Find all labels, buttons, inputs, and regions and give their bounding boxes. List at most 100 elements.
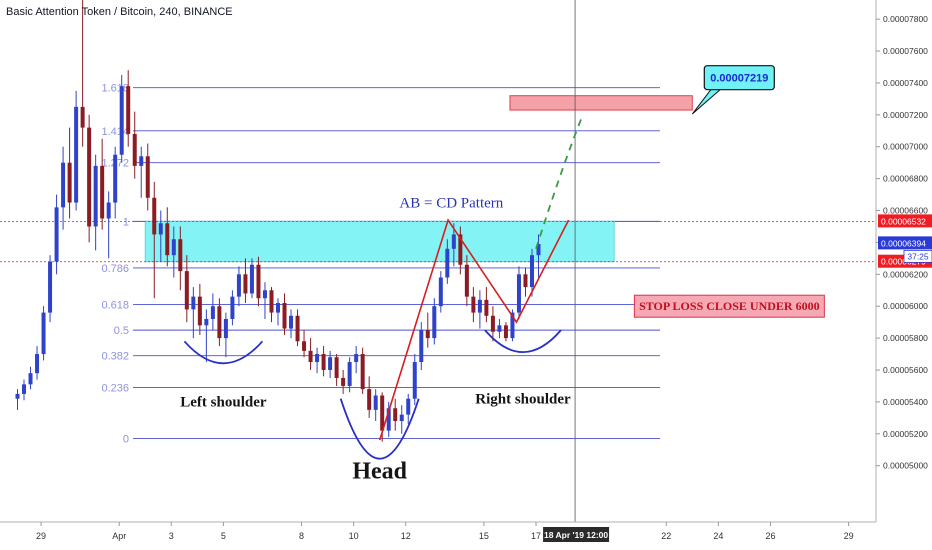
candle[interactable] bbox=[334, 357, 339, 378]
candle[interactable] bbox=[380, 395, 385, 431]
candle[interactable] bbox=[35, 354, 40, 374]
candle[interactable] bbox=[360, 354, 365, 390]
x-tick-label: 15 bbox=[479, 531, 489, 541]
candle[interactable] bbox=[139, 156, 144, 166]
head-arc bbox=[339, 398, 420, 460]
candle[interactable] bbox=[315, 354, 320, 363]
fib-level-label: 1 bbox=[123, 216, 129, 228]
candle[interactable] bbox=[236, 274, 241, 297]
candle[interactable] bbox=[87, 127, 92, 227]
candle[interactable] bbox=[217, 306, 222, 339]
candle[interactable] bbox=[393, 408, 398, 422]
candle[interactable] bbox=[484, 299, 489, 316]
candle[interactable] bbox=[41, 312, 46, 355]
candle[interactable] bbox=[406, 398, 411, 415]
candle[interactable] bbox=[158, 223, 163, 235]
candle[interactable] bbox=[399, 414, 404, 422]
projection-path bbox=[535, 117, 583, 250]
candle[interactable] bbox=[354, 354, 359, 363]
candle[interactable] bbox=[458, 234, 463, 265]
candle[interactable] bbox=[28, 373, 33, 385]
candle[interactable] bbox=[308, 350, 313, 363]
price-tag-label: 0.00006532 bbox=[881, 216, 926, 226]
price-tag bbox=[878, 236, 932, 250]
fib-level-label: 0.236 bbox=[101, 383, 129, 395]
candle[interactable] bbox=[197, 296, 202, 326]
candle[interactable] bbox=[516, 274, 521, 313]
candle[interactable] bbox=[126, 86, 131, 134]
candle[interactable] bbox=[67, 162, 72, 203]
candle[interactable] bbox=[276, 303, 280, 313]
candle[interactable] bbox=[321, 354, 326, 370]
candle[interactable] bbox=[74, 106, 79, 203]
candle[interactable] bbox=[373, 395, 378, 410]
stoploss-box bbox=[633, 294, 825, 318]
candle[interactable] bbox=[412, 362, 417, 399]
candles[interactable] bbox=[15, 0, 541, 442]
candle[interactable] bbox=[243, 274, 248, 294]
candle[interactable] bbox=[497, 325, 502, 332]
candle[interactable] bbox=[119, 86, 124, 155]
candle[interactable] bbox=[477, 299, 482, 313]
candle[interactable] bbox=[367, 389, 372, 410]
candle[interactable] bbox=[184, 271, 189, 310]
candle[interactable] bbox=[230, 296, 235, 319]
candle[interactable] bbox=[191, 296, 196, 310]
candle[interactable] bbox=[471, 296, 476, 313]
candle[interactable] bbox=[100, 165, 105, 219]
candle[interactable] bbox=[432, 306, 437, 339]
candle[interactable] bbox=[341, 377, 346, 386]
candle[interactable] bbox=[178, 239, 183, 272]
candle[interactable] bbox=[425, 330, 430, 339]
candle[interactable] bbox=[61, 162, 66, 208]
candle[interactable] bbox=[262, 290, 267, 299]
candle[interactable] bbox=[302, 341, 307, 351]
crosshair-time-box bbox=[543, 527, 610, 542]
candle[interactable] bbox=[15, 393, 20, 399]
candle[interactable] bbox=[386, 408, 391, 431]
candle[interactable] bbox=[464, 264, 469, 297]
candle[interactable] bbox=[152, 197, 157, 235]
y-tick-label: 0.00005600 bbox=[883, 365, 928, 375]
candle[interactable] bbox=[347, 362, 352, 386]
candle[interactable] bbox=[106, 202, 111, 219]
candle[interactable] bbox=[249, 264, 254, 294]
candle[interactable] bbox=[132, 133, 137, 166]
candle[interactable] bbox=[503, 325, 508, 339]
fib-level-label: 0.5 bbox=[114, 325, 129, 337]
candle[interactable] bbox=[445, 248, 450, 278]
candle[interactable] bbox=[165, 223, 170, 256]
candle[interactable] bbox=[269, 290, 274, 313]
price-lines bbox=[0, 0, 876, 522]
candle[interactable] bbox=[328, 357, 333, 370]
candle[interactable] bbox=[54, 207, 59, 262]
candle[interactable] bbox=[295, 315, 300, 342]
x-tick-label: 12 bbox=[401, 531, 411, 541]
candle[interactable] bbox=[438, 277, 443, 307]
candle[interactable] bbox=[80, 106, 85, 128]
candle[interactable] bbox=[210, 306, 215, 319]
candle[interactable] bbox=[282, 303, 287, 329]
candle[interactable] bbox=[171, 239, 176, 256]
x-axis[interactable]: 29 Apr 3 5 8 10 12 15 17 22 24 26 29 18 Apr '19 12:00 bbox=[0, 521, 876, 542]
candle[interactable] bbox=[22, 384, 27, 394]
candle[interactable] bbox=[256, 264, 261, 299]
candle[interactable] bbox=[223, 318, 228, 339]
fib-level-label: 0 bbox=[123, 434, 129, 446]
candle[interactable] bbox=[113, 154, 118, 203]
x-tick-label: Apr bbox=[112, 531, 126, 541]
candle[interactable] bbox=[523, 274, 528, 288]
candle[interactable] bbox=[529, 255, 534, 288]
candle[interactable] bbox=[93, 165, 98, 227]
candle[interactable] bbox=[536, 244, 541, 256]
candle[interactable] bbox=[490, 315, 495, 332]
candle[interactable] bbox=[145, 156, 150, 198]
candle[interactable] bbox=[451, 234, 456, 249]
candle[interactable] bbox=[289, 315, 294, 329]
candle[interactable] bbox=[419, 330, 424, 363]
candle[interactable] bbox=[204, 318, 209, 326]
candle[interactable] bbox=[48, 261, 53, 313]
abcd-pattern-line bbox=[378, 218, 570, 441]
candle[interactable] bbox=[510, 312, 515, 339]
